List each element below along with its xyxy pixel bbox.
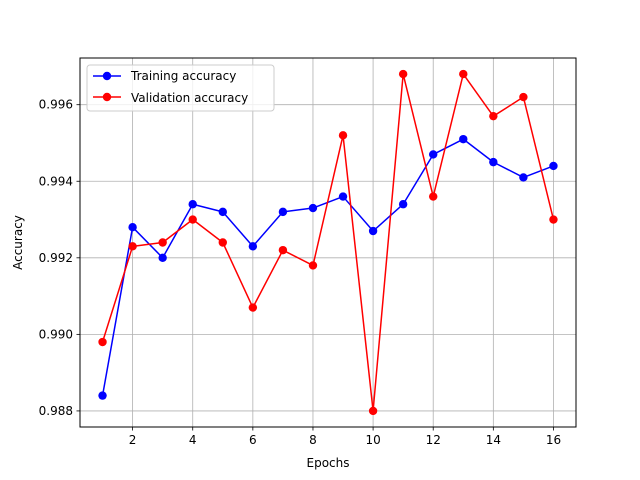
data-point-training — [519, 173, 528, 182]
x-tick-label: 12 — [426, 433, 441, 447]
data-point-validation — [308, 261, 318, 270]
legend-label-training: Training accuracy — [130, 69, 236, 83]
data-point-validation — [398, 69, 408, 79]
plot-frame — [79, 57, 577, 428]
data-point-training — [338, 192, 348, 201]
axis-ticks: 2 4 6 8 10 12 14 16 0.988 0.990 0.992 0.994 0.996 — [39, 98, 561, 447]
data-point-validation — [338, 131, 348, 140]
data-point-training — [489, 157, 498, 167]
y-tick-label: 0.994 — [39, 174, 73, 188]
data-point-validation — [459, 69, 468, 79]
x-tick-label: 2 — [129, 433, 137, 447]
x-axis-title: Epochs — [307, 456, 350, 470]
data-point-validation — [158, 238, 167, 247]
y-tick-label: 0.990 — [39, 327, 73, 341]
data-point-validation — [278, 245, 288, 255]
data-point-training — [368, 226, 378, 236]
x-tick-label: 14 — [486, 433, 501, 447]
data-point-training — [278, 207, 288, 217]
data-point-training — [248, 242, 258, 251]
data-point-validation — [429, 192, 438, 201]
legend-box — [86, 64, 275, 112]
data-point-training — [398, 200, 408, 209]
data-point-training — [98, 391, 107, 400]
x-tick-label: 4 — [189, 433, 197, 447]
x-tick-label: 16 — [546, 433, 561, 447]
y-axis-title: Accuracy — [11, 215, 25, 270]
data-point-validation — [519, 92, 528, 102]
data-point-training — [429, 150, 438, 159]
data-point-validation — [549, 215, 558, 224]
data-point-training — [128, 222, 137, 232]
series-line-training — [101, 138, 554, 396]
data-point-training — [549, 161, 558, 171]
data-point-validation — [218, 238, 227, 247]
data-point-validation — [368, 406, 378, 416]
legend-label-validation: Validation accuracy — [131, 91, 248, 105]
data-point-validation — [98, 337, 107, 347]
legend-marker-training — [102, 71, 112, 81]
data-point-training — [308, 203, 318, 213]
series-line-validation — [101, 73, 555, 412]
data-point-validation — [489, 111, 498, 121]
data-point-training — [218, 207, 227, 217]
y-tick-label: 0.996 — [39, 98, 73, 112]
y-tick-label: 0.988 — [39, 404, 73, 418]
legend: Training accuracy Validation accuracy — [86, 64, 275, 112]
data-point-validation — [128, 242, 137, 251]
data-point-training — [188, 200, 197, 209]
data-point-validation — [248, 303, 258, 312]
grid-lines — [80, 58, 576, 427]
y-tick-label: 0.992 — [39, 251, 73, 265]
x-tick-label: 10 — [365, 433, 380, 447]
data-point-validation — [188, 215, 197, 224]
data-point-training — [158, 253, 167, 263]
x-tick-label: 8 — [309, 433, 317, 447]
x-tick-label: 6 — [249, 433, 257, 447]
series-layer — [98, 69, 558, 416]
legend-marker-validation — [102, 92, 112, 102]
data-point-training — [459, 134, 468, 144]
